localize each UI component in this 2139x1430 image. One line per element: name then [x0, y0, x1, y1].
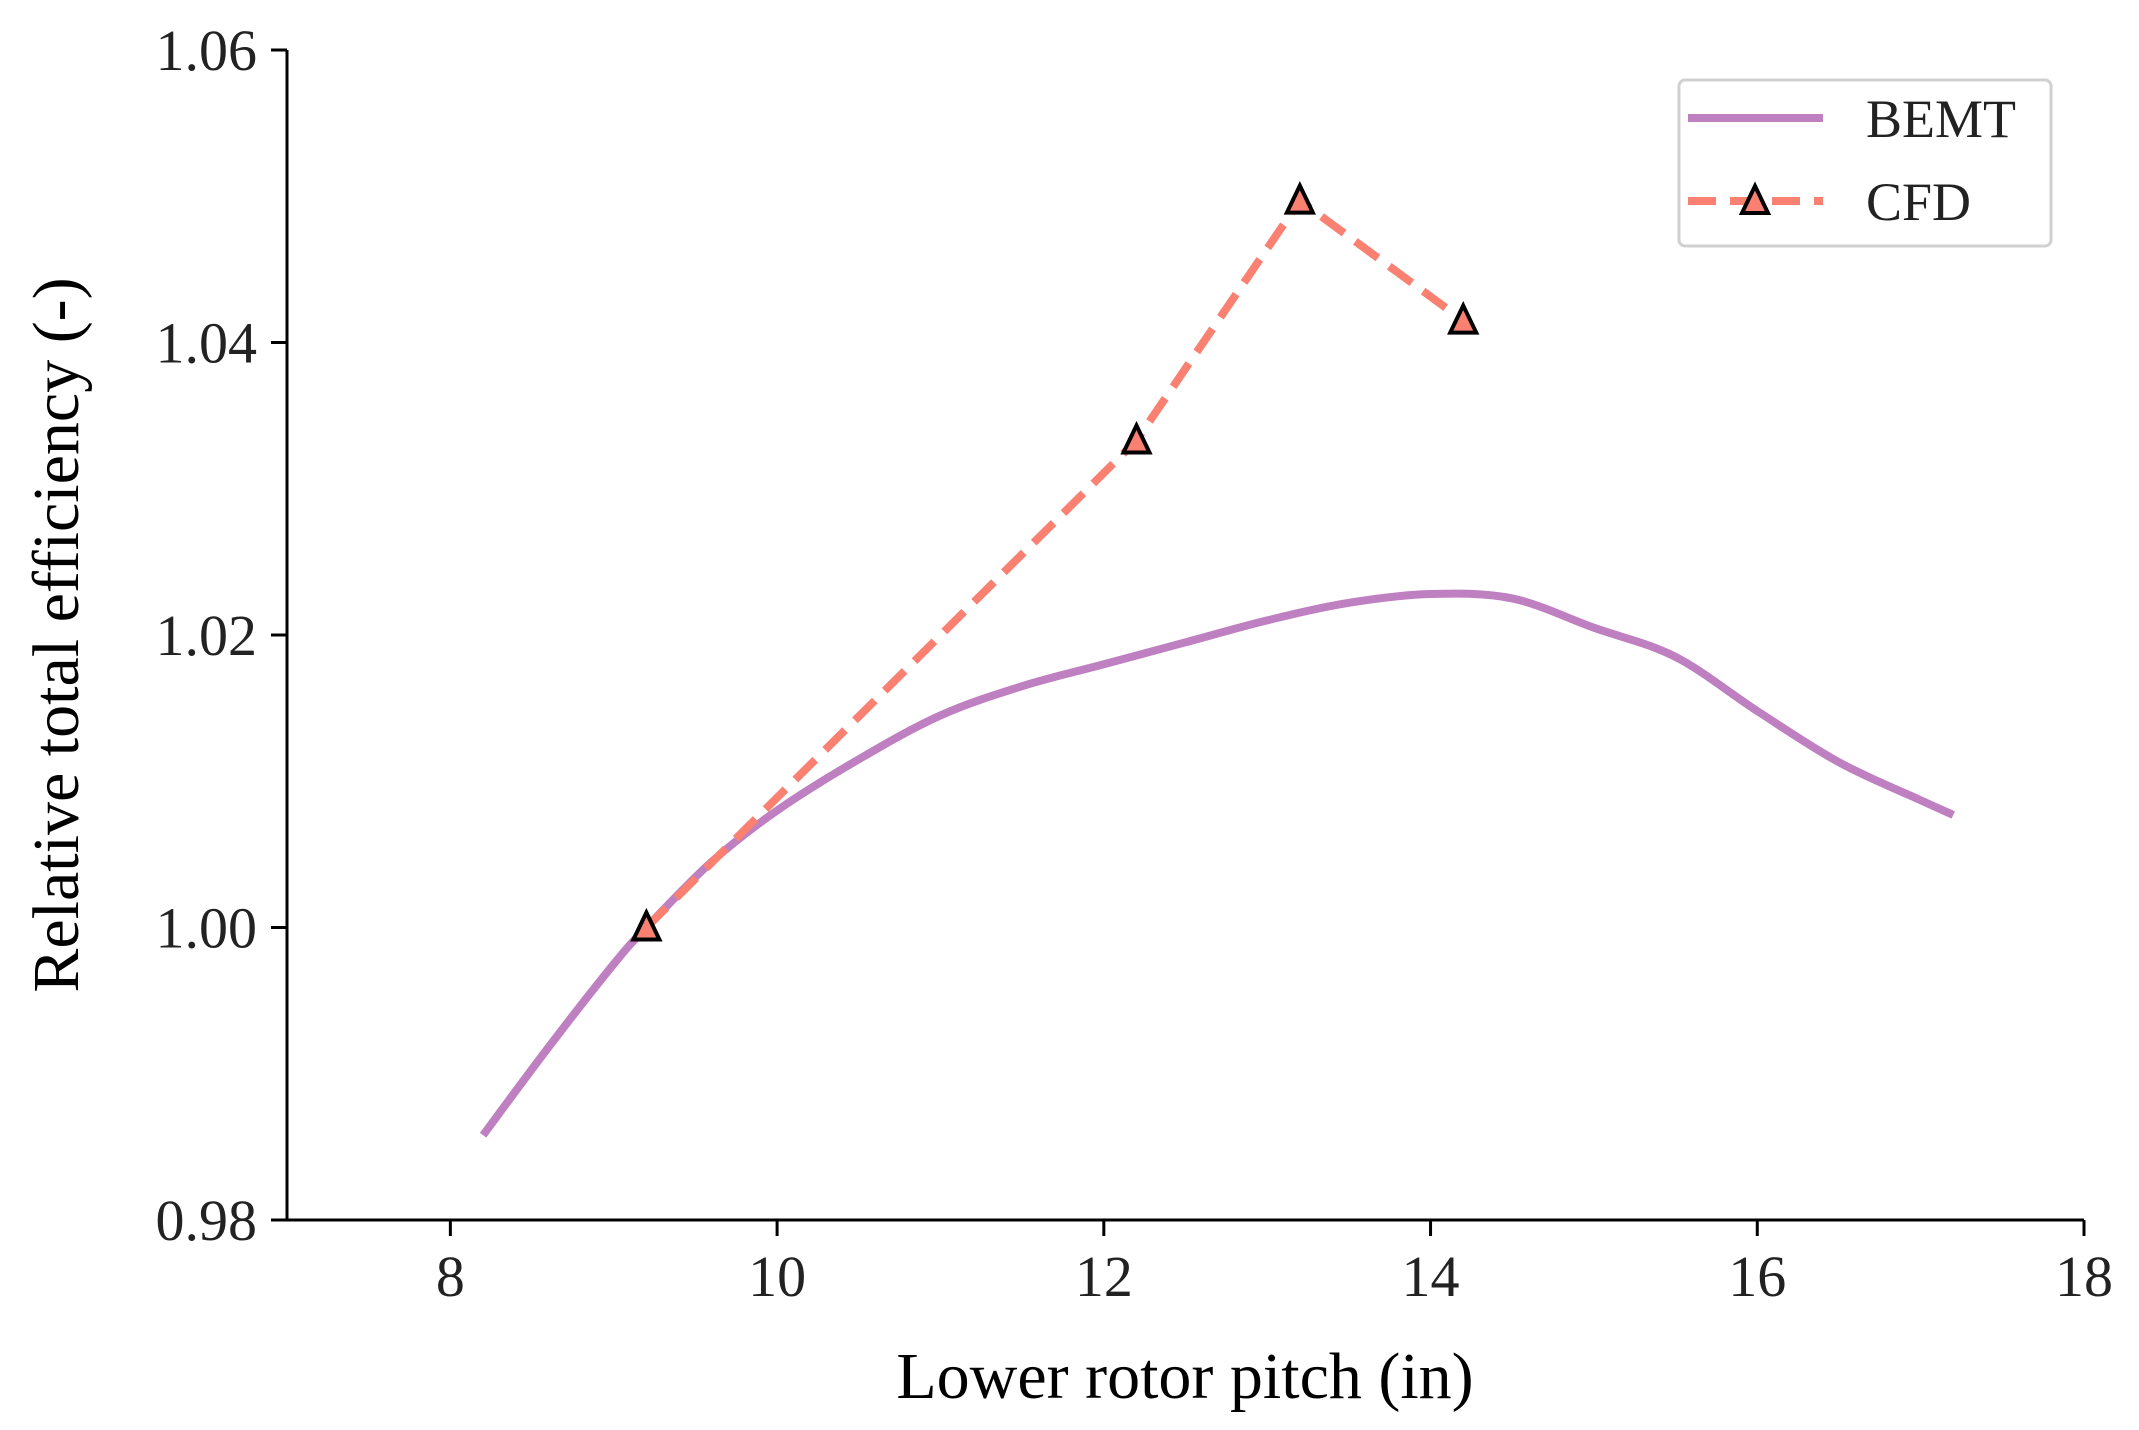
series-line-bemt: [479, 589, 1955, 1138]
ticks: 8 10 12 14 16 18 0.98 1.00 1.02 1.04 1.06: [156, 18, 2114, 1309]
x-tick-label: 18: [2055, 1244, 2113, 1309]
x-tick-label: 14: [1402, 1244, 1460, 1309]
y-tick-label: 0.98: [156, 1188, 258, 1253]
y-tick-label: 1.00: [156, 896, 258, 961]
cfd-point-marker: [1120, 420, 1153, 455]
x-axis-title: Lower rotor pitch (in): [896, 1340, 1473, 1413]
series-line-cfd: [643, 196, 1466, 931]
y-tick-label: 1.06: [156, 18, 258, 83]
x-tick-label: 12: [1075, 1244, 1133, 1309]
x-tick-label: 10: [748, 1244, 806, 1309]
cfd-point-marker: [630, 907, 663, 942]
legend-marker-cfd: [1738, 181, 1772, 215]
y-tick-label: 1.02: [156, 603, 258, 668]
legend-label-bemt: BEMT: [1866, 89, 2016, 149]
x-tick-label: 16: [1728, 1244, 1786, 1309]
series-layer: [479, 181, 1955, 1138]
y-axis-title: Relative total efficiency (-): [20, 277, 93, 992]
cfd-point-marker: [1283, 181, 1317, 215]
legend: BEMT CFD: [1677, 78, 2053, 248]
y-tick-label: 1.04: [156, 311, 258, 376]
x-tick-label: 8: [436, 1244, 465, 1309]
cfd-point-marker: [1447, 300, 1480, 335]
legend-label-cfd: CFD: [1866, 172, 1971, 232]
